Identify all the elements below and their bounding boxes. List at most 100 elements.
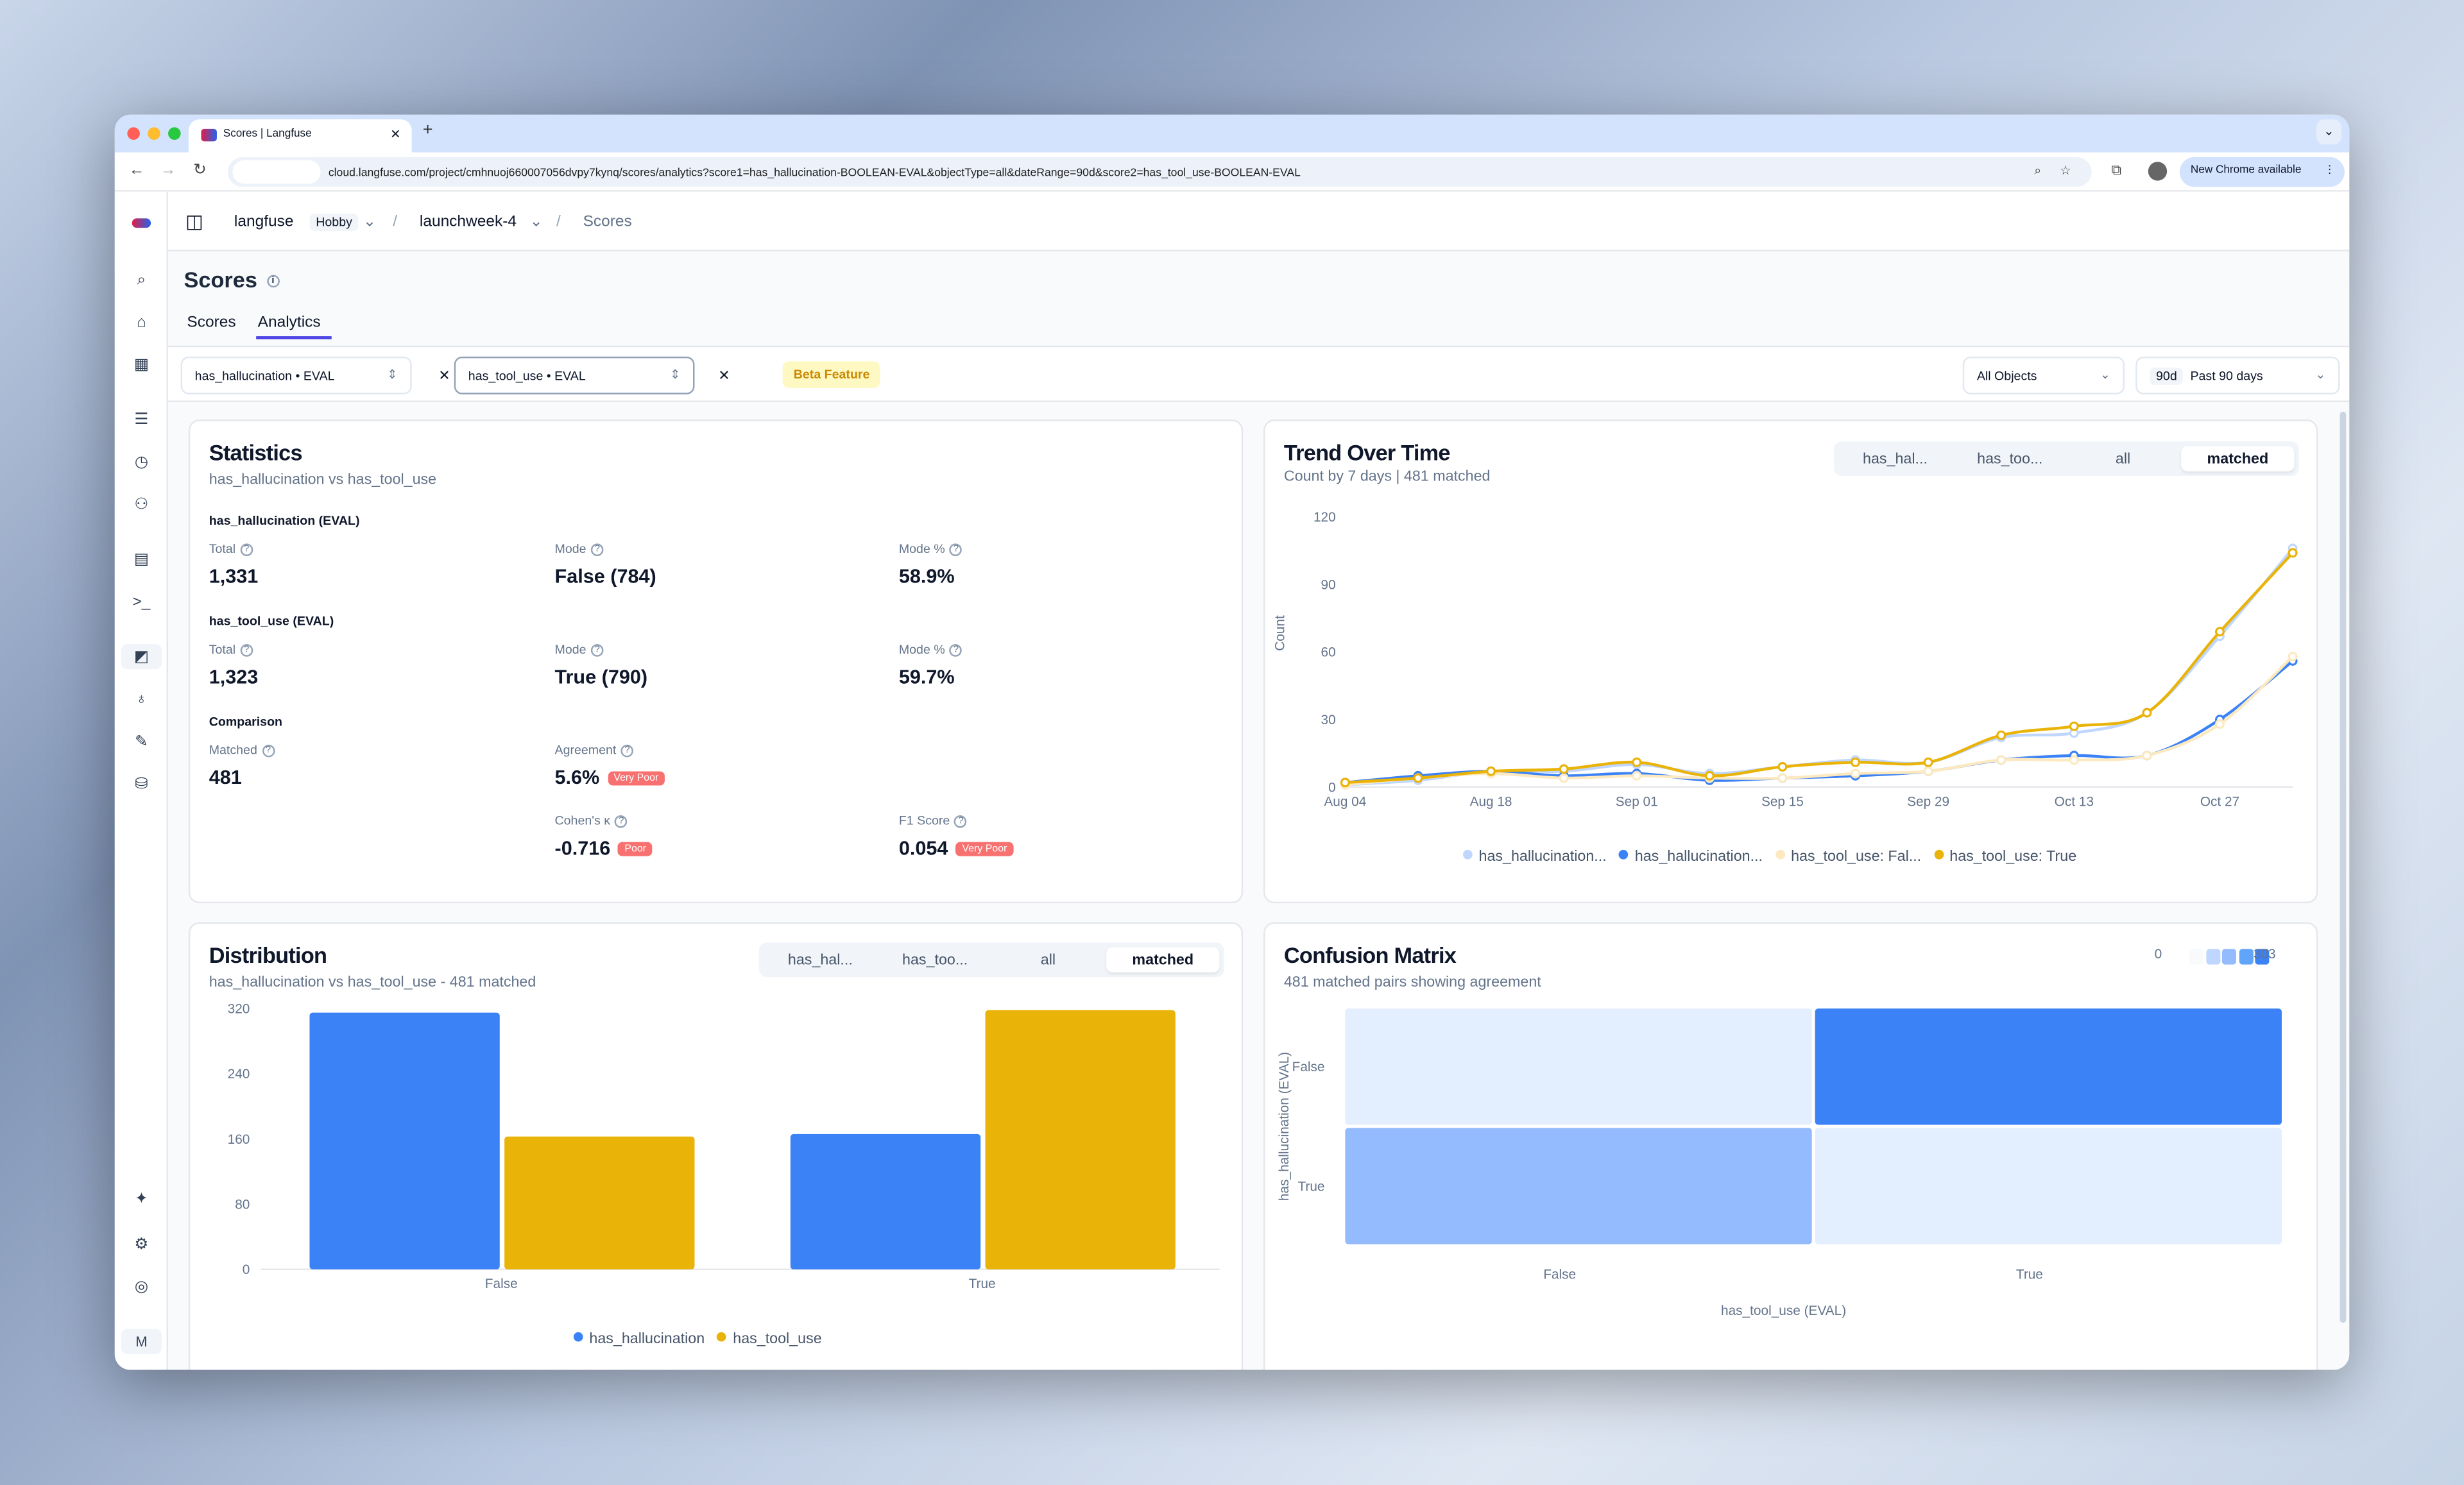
data-point [1996,730,2006,740]
help-icon[interactable]: ? [950,643,963,657]
settings-gear-icon[interactable]: ⚙ [134,1235,149,1253]
stat-label: Agreement? [554,743,634,758]
tab-scores[interactable]: Scores [187,314,236,332]
users-icon[interactable]: ⚇ [134,495,149,513]
filter-tab-score1[interactable]: has_hal... [787,952,853,970]
date-range-select[interactable]: 90d Past 90 days ⌄ [2135,356,2340,395]
annotation-icon[interactable]: ✎ [135,733,148,751]
scale-swatch [2221,949,2236,965]
data-point [1923,757,1933,767]
tab-analytics[interactable]: Analytics [257,314,321,332]
sparkle-icon[interactable]: ✦ [135,1190,148,1208]
close-window-button[interactable] [127,127,140,140]
help-icon[interactable]: ? [615,815,628,828]
help-icon[interactable]: ? [262,744,275,758]
help-icon[interactable]: ? [240,543,253,556]
new-chrome-available-button[interactable]: New Chrome available ⋮ [2179,157,2345,187]
profile-avatar[interactable] [2148,162,2168,181]
home-icon[interactable]: ⌂ [136,313,146,331]
legend-item[interactable]: has_tool_use: Fal... [1763,848,1921,865]
tab-search-chevron-icon[interactable]: ⌄ [2316,119,2342,145]
filter-tab-score2[interactable]: has_too... [902,952,968,970]
help-icon[interactable]: ? [590,643,604,657]
sidebar-toggle-icon[interactable]: ◫ [185,210,203,233]
y-tick-label: False [1292,1060,1325,1074]
dashboard-icon[interactable]: ▦ [133,355,149,373]
site-info-icon[interactable] [232,160,321,184]
legend-item[interactable]: has_hallucination... [1607,848,1763,865]
clear-score1-icon[interactable]: ✕ [425,356,450,395]
prompts-file-icon[interactable]: ▤ [133,550,149,568]
stat-label: Matched? [209,743,275,757]
evaluators-lightbulb-icon[interactable]: ♁ [135,690,148,708]
legend-item[interactable]: has_hallucination [561,1330,705,1348]
scrollbar[interactable] [2340,411,2347,1323]
stat-label: Total? [209,643,253,657]
clear-score2-icon[interactable]: ✕ [705,356,730,395]
close-tab-icon[interactable]: ✕ [390,127,401,142]
y-tick-label: 80 [235,1198,250,1212]
tab-bar: Scores | Langfuse ✕ + ⌄ [114,114,2350,153]
help-icon[interactable]: ? [954,815,968,828]
matrix-cell [1345,1128,1812,1244]
object-type-select[interactable]: All Objects ⌄ [1962,356,2125,395]
datasets-database-icon[interactable]: ⛁ [135,775,148,793]
browser-tab[interactable]: Scores | Langfuse ✕ [188,119,412,153]
sessions-clock-icon[interactable]: ◷ [134,453,149,471]
maximize-window-button[interactable] [168,127,181,140]
series-line [1345,547,2294,786]
help-icon[interactable]: ? [240,643,253,657]
filter-tab-all[interactable]: all [2115,450,2131,468]
beta-feature-badge: Beta Feature [782,361,881,388]
legend-item[interactable]: has_tool_use: True [1921,848,2076,865]
langfuse-logo-icon[interactable] [129,210,154,235]
back-icon[interactable]: ← [128,162,145,180]
scores-icon[interactable]: ◩ [121,644,162,670]
legend-item[interactable]: has_hallucination... [1450,848,1607,865]
y-tick-label: 60 [1321,645,1336,660]
filter-tab-matched[interactable]: matched [2181,446,2295,471]
filter-tab-all[interactable]: all [1040,952,1056,970]
breadcrumb-project[interactable]: launchweek-4 [419,214,517,232]
data-point [1923,766,1933,776]
breadcrumb-org[interactable]: langfuse [234,214,294,232]
filter-tab-score1[interactable]: has_hal... [1863,450,1928,468]
help-icon[interactable]: ? [950,543,963,556]
minimize-window-button[interactable] [148,127,160,140]
browser-window: Scores | Langfuse ✕ + ⌄ ← → ↻ cloud.langf… [114,114,2350,1370]
url-input[interactable]: cloud.langfuse.com/project/cmhnuoj660007… [228,157,2092,187]
support-icon[interactable]: ◎ [134,1278,149,1296]
search-icon[interactable]: ⌕ [137,271,146,289]
quality-badge: Very Poor [955,842,1014,857]
scale-swatch [2255,949,2270,965]
trend-card: Trend Over Time Count by 7 days | 481 ma… [1263,419,2318,904]
filter-bar: has_hallucination • EVAL ⇕ ✕ has_tool_use… [168,345,2350,402]
card-title: Statistics [209,439,303,465]
filter-tab-score2[interactable]: has_too... [1977,450,2043,468]
score2-select[interactable]: has_tool_use • EVAL ⇕ [454,356,695,395]
langfuse-favicon-icon [201,128,217,142]
bar [309,1012,500,1269]
info-icon[interactable]: i [266,275,280,288]
stat-value: 1,323 [209,666,259,688]
help-icon[interactable]: ? [620,744,634,758]
user-avatar[interactable]: M [121,1328,162,1355]
legend-dot-icon [1933,849,1944,860]
filter-tab-matched[interactable]: matched [1106,947,1220,972]
playground-terminal-icon[interactable]: >_ [132,593,151,611]
score1-select[interactable]: has_hallucination • EVAL ⇕ [180,356,412,395]
forward-icon[interactable]: → [160,162,176,180]
help-icon[interactable]: ? [590,543,604,556]
x-tick-label: Aug 04 [1324,794,1366,809]
project-chevron-down-icon[interactable]: ⌄ [529,214,543,232]
zoom-icon[interactable]: ⌕ [2034,163,2042,178]
reload-icon[interactable]: ↻ [193,162,207,180]
data-point [1632,757,1642,767]
bookmark-star-icon[interactable]: ☆ [2060,163,2071,178]
stat-label: Mode? [554,542,604,556]
legend-item[interactable]: has_tool_use [705,1330,822,1348]
org-chevron-down-icon[interactable]: ⌄ [363,214,377,232]
traces-icon[interactable]: ☰ [134,411,149,429]
extensions-icon[interactable]: ⧉ [2111,162,2122,178]
new-tab-icon[interactable]: + [422,121,433,140]
